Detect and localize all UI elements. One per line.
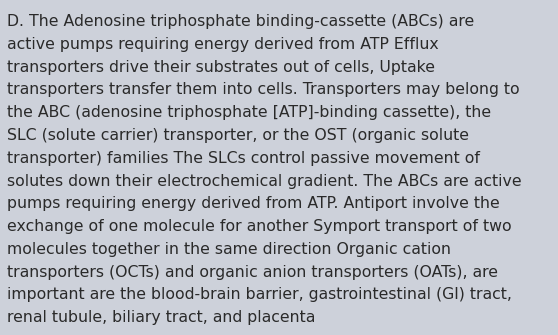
Text: active pumps requiring energy derived from ATP Efflux: active pumps requiring energy derived fr…	[7, 37, 439, 52]
Text: pumps requiring energy derived from ATP. Antiport involve the: pumps requiring energy derived from ATP.…	[7, 196, 500, 211]
Text: solutes down their electrochemical gradient. The ABCs are active: solutes down their electrochemical gradi…	[7, 174, 522, 189]
Text: molecules together in the same direction Organic cation: molecules together in the same direction…	[7, 242, 451, 257]
Text: transporters drive their substrates out of cells, Uptake: transporters drive their substrates out …	[7, 60, 435, 75]
Text: renal tubule, biliary tract, and placenta: renal tubule, biliary tract, and placent…	[7, 310, 316, 325]
Text: important are the blood-brain barrier, gastrointestinal (GI) tract,: important are the blood-brain barrier, g…	[7, 287, 512, 303]
Text: SLC (solute carrier) transporter, or the OST (organic solute: SLC (solute carrier) transporter, or the…	[7, 128, 469, 143]
Text: transporter) families The SLCs control passive movement of: transporter) families The SLCs control p…	[7, 151, 480, 166]
Text: the ABC (adenosine triphosphate [ATP]-binding cassette), the: the ABC (adenosine triphosphate [ATP]-bi…	[7, 105, 492, 120]
Text: D. The Adenosine triphosphate binding-cassette (ABCs) are: D. The Adenosine triphosphate binding-ca…	[7, 14, 474, 29]
Text: transporters transfer them into cells. Transporters may belong to: transporters transfer them into cells. T…	[7, 82, 520, 97]
Text: transporters (OCTs) and organic anion transporters (OATs), are: transporters (OCTs) and organic anion tr…	[7, 265, 498, 280]
Text: exchange of one molecule for another Symport transport of two: exchange of one molecule for another Sym…	[7, 219, 512, 234]
